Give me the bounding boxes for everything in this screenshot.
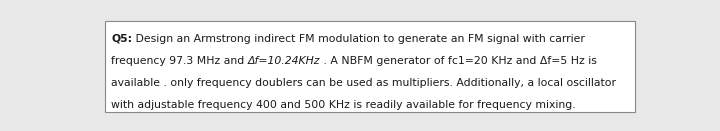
Text: frequency 97.3 MHz and: frequency 97.3 MHz and bbox=[111, 56, 248, 66]
Text: with adjustable frequency 400 and 500 KHz is readily available for frequency mix: with adjustable frequency 400 and 500 KH… bbox=[111, 100, 576, 110]
FancyBboxPatch shape bbox=[105, 21, 635, 112]
Text: Δf=10.24KHz: Δf=10.24KHz bbox=[248, 56, 320, 66]
Text: available . only frequency doublers can be used as multipliers. Additionally, a : available . only frequency doublers can … bbox=[111, 78, 616, 88]
Text: Q5:: Q5: bbox=[111, 34, 132, 44]
Text: Design an Armstrong indirect FM modulation to generate an FM signal with carrier: Design an Armstrong indirect FM modulati… bbox=[132, 34, 585, 44]
Text: . A NBFM generator of fc1=20 KHz and Δf=5 Hz is: . A NBFM generator of fc1=20 KHz and Δf=… bbox=[320, 56, 598, 66]
